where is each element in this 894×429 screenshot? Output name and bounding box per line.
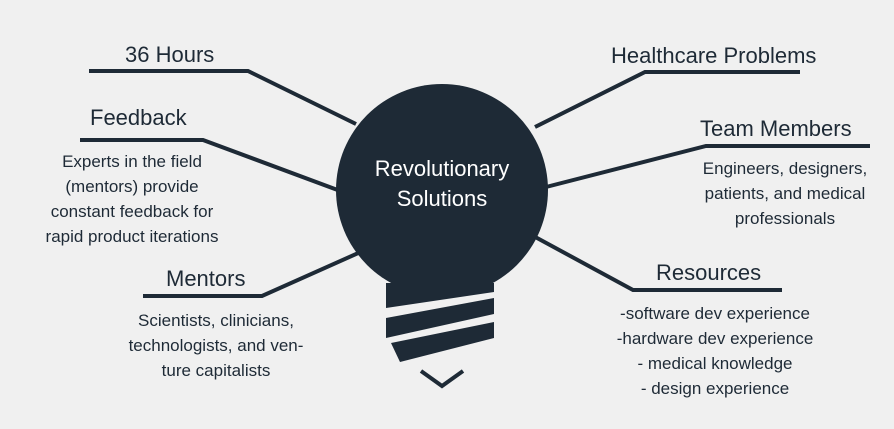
branch-desc-team: Engineers, designers, patients, and medi…: [702, 159, 868, 228]
connector-36-hours: [89, 69, 357, 126]
connector-mentors: [143, 244, 375, 298]
branch-title-team: Team Members: [700, 116, 852, 141]
branch-desc-feedback: Experts in the field (mentors) provide c…: [45, 152, 219, 246]
connector-resources: [525, 230, 782, 292]
center-line-1: Revolutionary: [374, 156, 510, 181]
center-line-2: Solutions: [396, 186, 488, 211]
branch-desc-resources: -software dev experience -hardware dev e…: [616, 304, 814, 398]
connector-feedback: [80, 138, 344, 194]
branch-desc-mentors: Scientists, clinicians, technologists, a…: [128, 311, 304, 380]
center-node-label: Revolutionary Solutions: [342, 154, 542, 214]
branch-title-resources: Resources: [656, 260, 762, 285]
bulb-thread-3: [391, 322, 494, 362]
connector-healthcare: [534, 70, 800, 129]
bulb-circle: [336, 84, 548, 296]
bulb-thread-1: [386, 283, 494, 308]
branch-title-healthcare: Healthcare Problems: [611, 43, 817, 68]
connector-team: [545, 144, 870, 189]
bulb-thread-2: [386, 298, 494, 338]
lightbulb-icon: [336, 84, 548, 389]
branch-title-36-hours: 36 Hours: [125, 42, 215, 67]
bulb-tip: [419, 369, 465, 389]
branch-title-mentors: Mentors: [166, 266, 246, 291]
branch-title-feedback: Feedback: [90, 105, 187, 130]
